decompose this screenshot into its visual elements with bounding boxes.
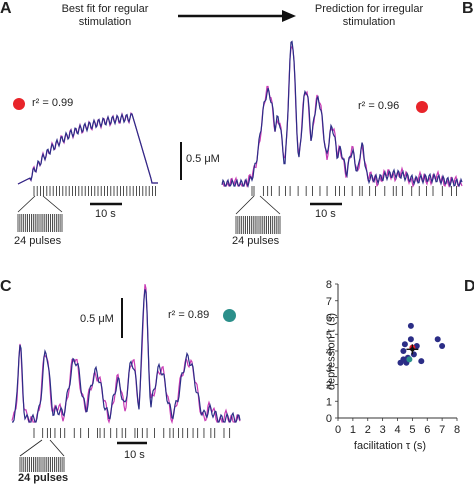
arrow-icon — [178, 10, 296, 22]
panel-c-r2: r² = 0.89 — [168, 309, 210, 321]
panel-a-r2: r² = 0.99 — [32, 97, 74, 109]
d-ytick-label: 2 — [326, 380, 332, 392]
panel-c-time-label: 10 s — [124, 449, 145, 461]
panel-c-label: C — [0, 278, 12, 295]
d-ytick-label: 0 — [326, 413, 332, 425]
panel-b-pulse-expansion — [235, 195, 281, 234]
panel-b-traces — [221, 40, 463, 188]
d-ylabel: depression τ (s) — [325, 312, 338, 391]
d-xtick-label: 8 — [454, 424, 460, 436]
panel-a-pulses-label: 24 pulses — [14, 235, 62, 247]
d-ytick-label: 7 — [326, 296, 332, 308]
panel-b-pulses-label: 24 pulses — [232, 235, 280, 247]
d-xtick-label: 7 — [439, 424, 445, 436]
panel-c-stimulus-ticks — [33, 428, 231, 438]
panel-a-time-label: 10 s — [95, 208, 116, 220]
d-point — [439, 343, 446, 349]
d-xtick-label: 2 — [365, 424, 371, 436]
panel-b-measured-trace — [221, 45, 463, 188]
d-point — [418, 358, 425, 365]
panel-a-stimulus-ticks — [33, 186, 157, 196]
d-xtick-label: 4 — [394, 424, 400, 436]
d-ytick-label: 8 — [326, 279, 332, 291]
panel-c-model-trace — [12, 289, 241, 423]
d-point — [406, 356, 413, 363]
panel-b-time-label: 10 s — [315, 208, 336, 220]
d-point — [400, 348, 407, 354]
d-xtick-label: 1 — [350, 424, 356, 436]
d-ytick-label: 5 — [326, 329, 332, 341]
d-ytick-label: 1 — [326, 396, 332, 408]
panel-c-conc-label: 0.5 μM — [80, 313, 114, 325]
d-ytick-label: 6 — [326, 313, 332, 325]
header-right: Prediction for irregular stimulation — [314, 3, 424, 28]
d-point — [401, 341, 408, 348]
panel-c-fit-dot — [223, 309, 236, 322]
panel-a-traces — [17, 111, 158, 185]
d-xtick-label: 3 — [380, 424, 386, 436]
panel-ab-conc-label: 0.5 μM — [186, 153, 220, 165]
panel-c-pulses-label: 24 pulses — [18, 472, 69, 484]
panel-a-fit-dot — [13, 98, 25, 110]
panel-c-traces — [11, 284, 241, 425]
panel-b-r2: r² = 0.96 — [358, 100, 400, 112]
panel-a-label: A — [0, 0, 12, 17]
panel-a-measured-trace — [17, 111, 158, 185]
d-mean-marker — [406, 344, 419, 355]
panel-d-label: D — [464, 278, 474, 295]
panel-b-fit-dot — [416, 101, 428, 113]
panel-b-stimulus-ticks — [251, 186, 457, 196]
d-mean-point — [410, 347, 415, 352]
panel-b-model-trace — [221, 40, 463, 188]
d-xtick-label: 0 — [335, 424, 341, 436]
panel-a-model-trace — [17, 112, 158, 185]
d-point — [434, 336, 441, 343]
d-point — [407, 322, 414, 329]
d-xtick-label: 5 — [409, 424, 415, 436]
d-ytick-label: 4 — [326, 346, 332, 358]
d-xlabel: facilitation τ (s) — [353, 440, 427, 452]
panel-a-pulse-expansion — [17, 195, 63, 232]
d-xtick-label: 6 — [424, 424, 430, 436]
panel-c-pulse-expansion — [19, 439, 65, 472]
header-left: Best fit for regular stimulation — [61, 3, 149, 28]
d-point — [407, 336, 414, 343]
panel-b-label: B — [462, 0, 474, 17]
d-ytick-label: 3 — [326, 363, 332, 375]
